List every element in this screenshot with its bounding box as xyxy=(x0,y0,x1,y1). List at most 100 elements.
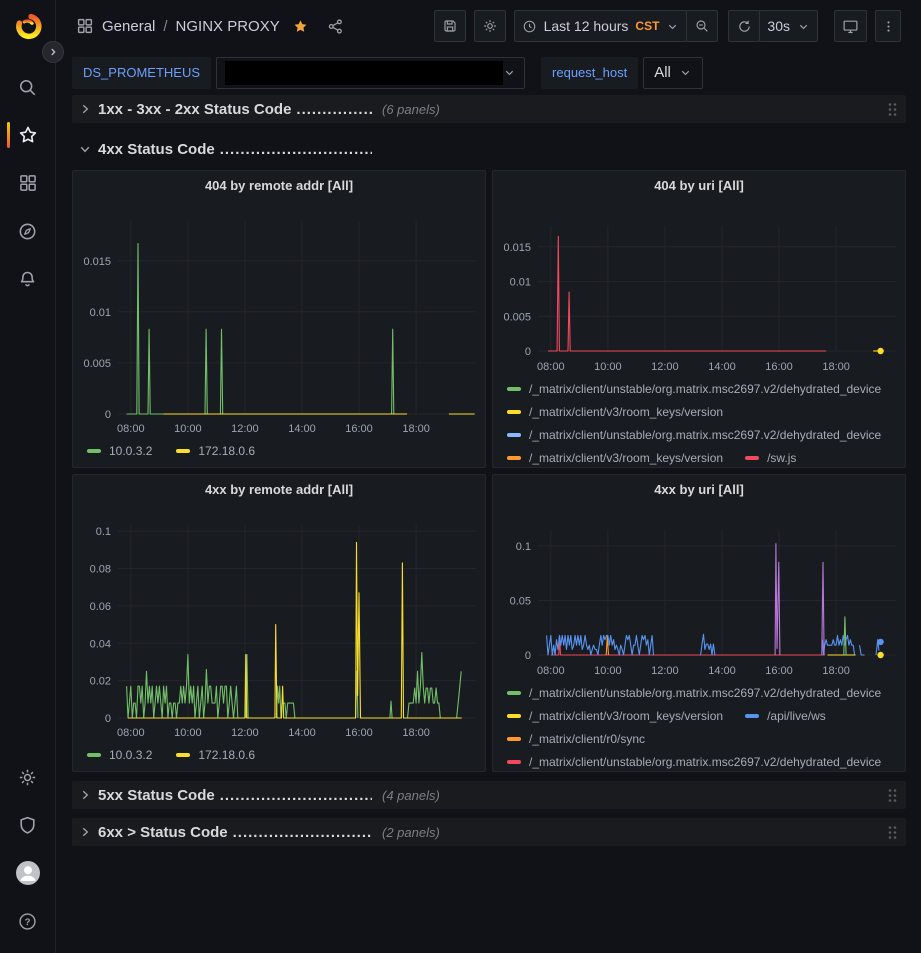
legend-series-swatch xyxy=(87,752,101,757)
share-button[interactable] xyxy=(327,18,344,35)
svg-text:0.1: 0.1 xyxy=(516,541,531,553)
bell-icon xyxy=(20,271,35,286)
legend-series-swatch xyxy=(507,759,521,764)
favorite-star-button[interactable] xyxy=(292,18,309,35)
sidebar-item-dashboards[interactable] xyxy=(0,159,55,207)
row-title: 4xx Status Code xyxy=(98,140,215,158)
time-series-plot[interactable]: 0 0.05 0.1 08:00 10:00 12:00 14:00 16:00 18:00 xyxy=(493,475,905,771)
row-leader-dots: ........................................… xyxy=(219,140,372,158)
row-title: 6xx > Status Code xyxy=(98,823,228,841)
svg-text:0: 0 xyxy=(105,409,111,421)
legend-item[interactable]: /_matrix/client/unstable/org.matrix.msc2… xyxy=(507,750,882,771)
row-drag-handle[interactable] xyxy=(887,102,898,117)
row-6xx[interactable]: 6xx > Status Code.......................… xyxy=(72,818,906,846)
request-host-select[interactable]: All xyxy=(643,56,703,89)
datasource-select[interactable] xyxy=(216,56,526,89)
grafana-logo[interactable] xyxy=(13,11,43,41)
row-drag-handle[interactable] xyxy=(887,788,898,803)
svg-text:14:00: 14:00 xyxy=(708,665,736,677)
legend-item[interactable]: 10.0.3.2 xyxy=(87,439,152,462)
sidebar-item-starred[interactable] xyxy=(0,111,55,159)
legend-item[interactable]: /_matrix/client/v3/room_keys/version xyxy=(507,704,723,727)
dashboard-toolbar: Last 12 hours CST 30s xyxy=(433,10,901,42)
legend-series-label: /sw.js xyxy=(767,450,797,465)
svg-text:0: 0 xyxy=(525,346,531,358)
tv-mode-button[interactable] xyxy=(834,10,867,42)
svg-text:0.015: 0.015 xyxy=(83,256,111,268)
legend-item[interactable]: /sw.js xyxy=(745,446,797,467)
time-series-plot[interactable]: 0 0.005 0.01 0.015 08:00 10:00 12:00 14:00 16:00… xyxy=(493,171,905,467)
share-icon xyxy=(328,18,342,34)
svg-text:18:00: 18:00 xyxy=(822,361,850,373)
panels-grid: 404 by remote addr [All] 0 0.005 0.01 0.015… xyxy=(72,170,906,772)
svg-text:10:00: 10:00 xyxy=(174,423,202,435)
sidebar-expand-button[interactable] xyxy=(42,41,64,63)
time-series-plot[interactable]: 0 0.005 0.01 0.015 08:00 10:00 12:00 14:00 16:00… xyxy=(73,171,485,467)
panel-title[interactable]: 4xx by remote addr [All] xyxy=(204,482,354,497)
more-options-button[interactable] xyxy=(875,10,901,42)
svg-text:0.005: 0.005 xyxy=(83,358,111,370)
svg-text:16:00: 16:00 xyxy=(765,361,793,373)
legend-series-swatch xyxy=(507,690,521,695)
datasource-variable-label: DS_PROMETHEUS xyxy=(72,56,212,89)
panel-title[interactable]: 404 by remote addr [All] xyxy=(204,178,354,193)
grafana-logo-icon xyxy=(15,13,42,40)
legend-series-label: /api/live/ws xyxy=(767,708,826,723)
svg-text:08:00: 08:00 xyxy=(117,727,145,739)
legend-item[interactable]: /api/live/ws xyxy=(745,704,826,727)
legend-item[interactable]: /_matrix/client/unstable/org.matrix.msc2… xyxy=(507,377,881,400)
svg-text:16:00: 16:00 xyxy=(345,423,373,435)
legend-item[interactable]: /_matrix/client/v3/room_keys/version xyxy=(507,446,723,467)
chevron-down-icon xyxy=(669,24,677,29)
legend-item[interactable]: 172.18.0.6 xyxy=(176,439,255,462)
sidebar-item-profile[interactable] xyxy=(0,849,55,897)
time-series-plot[interactable]: 0 0.02 0.04 0.06 0.08 0.1 08:00 10:00 12:00 14:00… xyxy=(73,475,485,771)
legend-item[interactable]: 10.0.3.2 xyxy=(87,743,152,766)
sidebar-item-search[interactable] xyxy=(0,63,55,111)
save-dashboard-button[interactable] xyxy=(433,10,466,42)
dashboard-settings-button[interactable] xyxy=(473,10,506,42)
panel-legend: 10.0.3.2 172.18.0.6 xyxy=(87,439,483,462)
svg-text:0: 0 xyxy=(105,713,111,725)
row-title: 5xx Status Code xyxy=(98,786,215,804)
legend-item[interactable]: 172.18.0.6 xyxy=(176,743,255,766)
panel-404-by-uri: 404 by uri [All] 0 0.005 0.01 0.015 08:00 10:… xyxy=(492,170,906,468)
refresh-interval-picker[interactable]: 30s xyxy=(759,10,818,42)
clock-icon xyxy=(523,20,535,32)
svg-text:14:00: 14:00 xyxy=(288,423,316,435)
gear-icon xyxy=(483,20,496,32)
datasource-value-redacted xyxy=(225,60,504,85)
monitor-icon xyxy=(843,20,858,33)
sidebar-item-explore[interactable] xyxy=(0,207,55,255)
legend-item[interactable]: /_matrix/client/r0/sync xyxy=(507,727,645,750)
breadcrumb-folder[interactable]: General xyxy=(102,17,156,35)
sidebar: ? xyxy=(0,0,64,953)
sidebar-item-server-admin[interactable] xyxy=(0,801,55,849)
compass-icon xyxy=(19,223,36,239)
time-range-picker[interactable]: Last 12 hours CST xyxy=(513,10,688,42)
row-4xx[interactable]: 4xx Status Code.........................… xyxy=(72,135,906,163)
legend-series-swatch xyxy=(507,455,521,460)
sidebar-item-configuration[interactable] xyxy=(0,753,55,801)
zoom-out-button[interactable] xyxy=(686,10,719,42)
sidebar-item-help[interactable]: ? xyxy=(0,897,55,945)
row-1xx-3xx-2xx[interactable]: 1xx - 3xx - 2xx Status Code.............… xyxy=(72,95,906,123)
legend-series-label: /_matrix/client/unstable/org.matrix.msc2… xyxy=(529,754,882,769)
svg-text:10:00: 10:00 xyxy=(594,665,622,677)
sidebar-item-alerting[interactable] xyxy=(0,255,55,303)
row-5xx[interactable]: 5xx Status Code.........................… xyxy=(72,781,906,809)
sidebar-menu xyxy=(0,63,55,303)
legend-series-swatch xyxy=(176,448,191,453)
panel-title[interactable]: 404 by uri [All] xyxy=(654,178,744,193)
legend-item[interactable]: /_matrix/client/v3/room_keys/version xyxy=(507,400,723,423)
legend-series-label: 10.0.3.2 xyxy=(109,443,153,458)
panel-title[interactable]: 4xx by uri [All] xyxy=(654,482,744,497)
request-host-value: All xyxy=(654,64,671,81)
breadcrumb-dashboard-title[interactable]: NGINX PROXY xyxy=(175,17,280,35)
row-drag-handle[interactable] xyxy=(887,825,898,840)
dashboard-canvas: 1xx - 3xx - 2xx Status Code.............… xyxy=(72,93,906,846)
legend-item[interactable]: /_matrix/client/unstable/org.matrix.msc2… xyxy=(507,681,881,704)
legend-item[interactable]: /_matrix/client/unstable/org.matrix.msc2… xyxy=(507,423,881,446)
svg-text:0.05: 0.05 xyxy=(510,596,531,608)
refresh-button[interactable] xyxy=(728,10,761,42)
